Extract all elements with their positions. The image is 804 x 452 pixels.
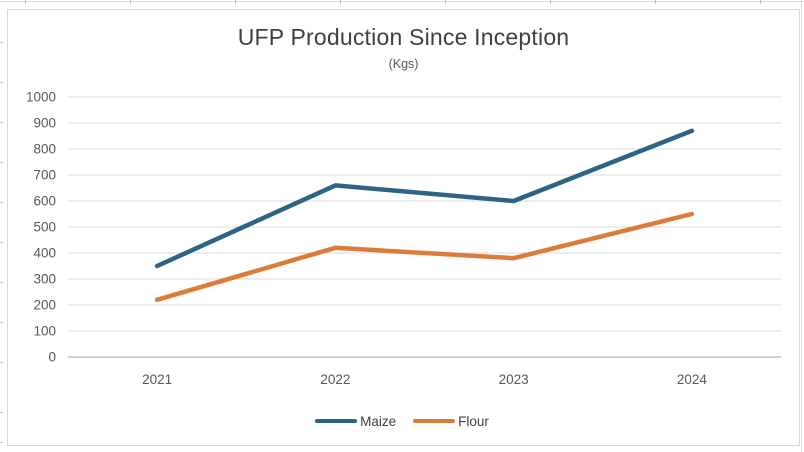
spreadsheet-row-tick [0,42,3,43]
spreadsheet-row-tick [0,282,3,283]
x-tick-label: 2023 [499,372,529,387]
spreadsheet-row-tick [0,82,3,83]
spreadsheet-column-tick [235,0,236,4]
y-tick-label: 500 [33,220,56,235]
spreadsheet-column-tick [340,0,341,4]
chart-title: UFP Production Since Inception [237,24,570,50]
spreadsheet-row-tick [0,162,3,163]
spreadsheet-row-tick [0,322,3,323]
series-line-maize [154,128,695,269]
spreadsheet-row-tick [0,442,3,443]
spreadsheet-row-tick [0,242,3,243]
spreadsheet-column-tick [445,0,446,4]
spreadsheet-column-tick [655,0,656,4]
y-tick-label: 400 [33,246,56,261]
spreadsheet-row-tick [0,202,3,203]
y-tick-label: 800 [33,142,56,157]
y-tick-label: 600 [33,194,56,209]
legend-item-flour[interactable]: Flour [413,414,489,429]
chart-legend: Maize Flour [0,412,804,430]
spreadsheet-column-tick [550,0,551,4]
y-tick-label: 100 [33,324,56,339]
y-tick-label: 1000 [26,90,56,105]
chart-subtitle: (Kgs) [388,57,419,71]
x-tick-label: 2022 [320,372,350,387]
spreadsheet-column-tick [760,0,761,4]
legend-label-flour: Flour [458,413,489,429]
spreadsheet-column-gridline [801,2,802,452]
series-line-flour [154,211,695,303]
maize-line-swatch [315,418,358,424]
spreadsheet-row-tick [0,122,3,123]
spreadsheet-column-tick [25,0,26,4]
legend-label-maize: Maize [360,413,397,429]
spreadsheet-row-tick [0,412,3,413]
legend-item-maize[interactable]: Maize [315,414,396,429]
y-tick-label: 200 [33,298,56,313]
x-tick-label: 2021 [142,372,172,387]
y-tick-label: 300 [33,272,56,287]
y-tick-label: 900 [33,116,56,131]
y-tick-label: 700 [33,168,56,183]
flour-line-swatch [413,418,456,424]
spreadsheet-row-tick [0,362,3,363]
y-tick-label: 0 [48,350,56,365]
spreadsheet-column-tick [130,0,131,4]
x-tick-label: 2024 [677,372,708,387]
spreadsheet-row-gridline [0,1,804,2]
